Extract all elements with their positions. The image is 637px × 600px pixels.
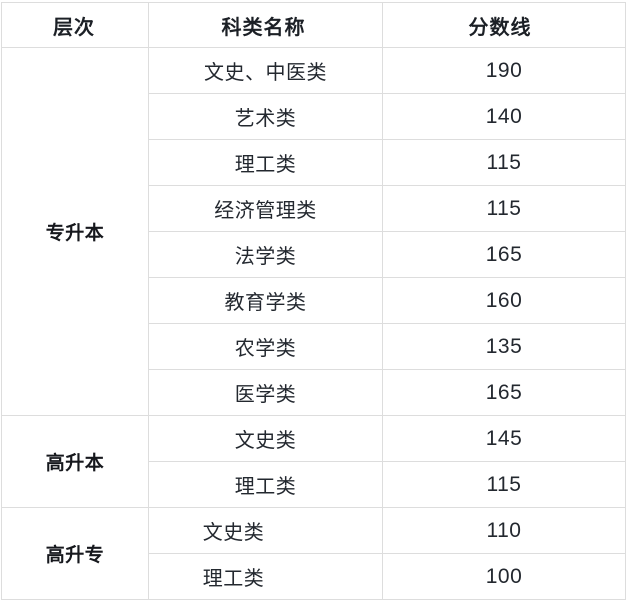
subject-name-cell: 文史、中医类 [148, 47, 383, 94]
subject-name-cell: 农学类 [148, 323, 383, 370]
score-cell: 165 [382, 369, 626, 416]
subject-name-cell: 教育学类 [148, 277, 383, 324]
subject-name-cell: 文史类 [148, 507, 383, 554]
subject-name-cell: 经济管理类 [148, 185, 383, 232]
table-row: 教育学类 160 [2, 277, 626, 324]
column-header-score-line: 分数线 [382, 2, 626, 48]
table-row: 医学类 165 [2, 369, 626, 416]
subject-name-cell: 艺术类 [148, 93, 383, 140]
level-cell: 专升本 [1, 47, 149, 416]
subject-name-cell: 法学类 [148, 231, 383, 278]
table-body: 专升本 文史、中医类 190 艺术类 140 理工类 115 经济管理类 115 法学类 165 教育… [1, 47, 626, 600]
table-row: 艺术类 140 [2, 93, 626, 140]
score-cell: 100 [382, 553, 626, 600]
table-row: 高升专 文史类 110 [1, 507, 626, 600]
score-cell: 110 [382, 507, 626, 554]
table-row: 法学类 165 [2, 231, 626, 278]
score-cell: 160 [382, 277, 626, 324]
table-header: 层次 科类名称 分数线 [1, 2, 626, 48]
score-cell: 115 [382, 185, 626, 232]
level-cell: 高升专 [1, 507, 149, 600]
subject-name-cell: 文史类 [148, 415, 383, 462]
level-cell: 高升本 [1, 415, 149, 508]
score-cell: 135 [382, 323, 626, 370]
subject-name-cell: 医学类 [148, 369, 383, 416]
table-row: 高升本 文史类 145 [1, 415, 626, 508]
column-header-subject-name: 科类名称 [148, 2, 383, 48]
table-row: 理工类 115 [2, 139, 626, 186]
table-row: 农学类 135 [2, 323, 626, 370]
subject-name-cell: 理工类 [148, 461, 383, 508]
score-cell: 165 [382, 231, 626, 278]
table-header-row: 层次 科类名称 分数线 [1, 2, 626, 48]
score-cell: 115 [382, 139, 626, 186]
score-cell: 145 [382, 415, 626, 462]
subject-name-cell: 理工类 [148, 139, 383, 186]
score-cell: 115 [382, 461, 626, 508]
table-row: 经济管理类 115 [2, 185, 626, 232]
score-cell: 190 [382, 47, 626, 94]
score-cell: 140 [382, 93, 626, 140]
table-row: 理工类 115 [2, 461, 626, 508]
column-header-level: 层次 [1, 2, 149, 48]
admission-score-table: 层次 科类名称 分数线 专升本 文史、中医类 190 艺术类 140 理工类 115 经济管理… [1, 2, 626, 600]
table-row: 专升本 文史、中医类 190 [1, 47, 626, 416]
